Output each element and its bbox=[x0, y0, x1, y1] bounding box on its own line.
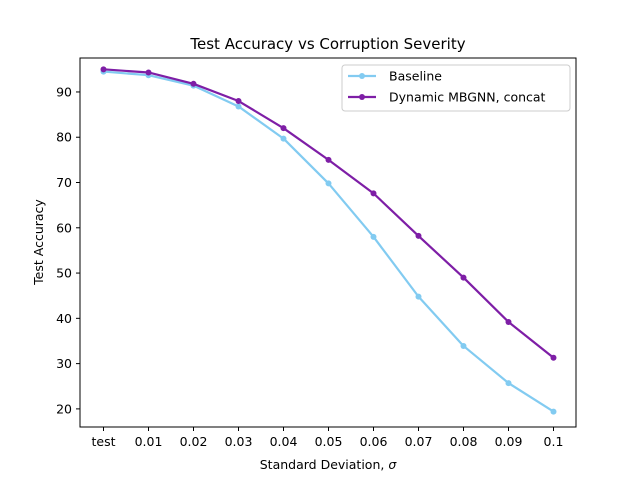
series-2-point bbox=[100, 66, 107, 73]
y-tick-label: 80 bbox=[56, 130, 72, 145]
x-tick-label: 0.04 bbox=[270, 434, 298, 449]
legend-label-2: Dynamic MBGNN, concat bbox=[389, 90, 546, 105]
series-2-point bbox=[325, 156, 332, 163]
x-tick-label: 0.08 bbox=[450, 434, 478, 449]
y-tick-label: 70 bbox=[56, 175, 72, 190]
x-tick-label: 0.09 bbox=[495, 434, 523, 449]
x-tick-label: 0.03 bbox=[225, 434, 253, 449]
x-axis-label: Standard Deviation, σ bbox=[260, 457, 398, 472]
series-1-point bbox=[325, 180, 332, 187]
x-tick-label: 0.01 bbox=[135, 434, 163, 449]
series-1-point bbox=[505, 380, 512, 387]
series-1-point bbox=[235, 103, 242, 110]
y-axis-label: Test Accuracy bbox=[31, 199, 46, 286]
legend-marker-2 bbox=[359, 94, 365, 100]
series-1-point bbox=[370, 233, 377, 240]
y-tick-label: 90 bbox=[56, 84, 72, 99]
x-axis-label-text: Standard Deviation, bbox=[260, 457, 389, 472]
series-2-point bbox=[460, 274, 467, 281]
x-tick-label: test bbox=[91, 434, 115, 449]
series-1-point bbox=[280, 135, 287, 142]
series-1-point bbox=[550, 408, 557, 415]
series-2-point bbox=[190, 80, 197, 87]
series-2-point bbox=[550, 354, 557, 361]
x-tick-label: 0.07 bbox=[405, 434, 433, 449]
x-axis-label-symbol: σ bbox=[388, 457, 397, 472]
x-tick-label: 0.02 bbox=[180, 434, 208, 449]
series-2-point bbox=[505, 318, 512, 325]
y-tick-label: 20 bbox=[56, 401, 72, 416]
x-tick-label: 0.1 bbox=[544, 434, 564, 449]
y-tick-label: 40 bbox=[56, 311, 72, 326]
legend-box bbox=[341, 64, 571, 112]
series-2-point bbox=[235, 98, 242, 105]
series-1-point bbox=[460, 342, 467, 349]
y-tick-label: 60 bbox=[56, 220, 72, 235]
legend-marker-1 bbox=[359, 73, 365, 79]
x-tick-label: 0.05 bbox=[315, 434, 343, 449]
series-2-point bbox=[370, 190, 377, 197]
series-2-point bbox=[145, 69, 152, 76]
series-2-point bbox=[280, 125, 287, 132]
plot-area: test 0.01 0.02 0.03 0.04 0.05 0.06 0.07 0.08 0.09… bbox=[56, 57, 577, 449]
x-tick-label: 0.06 bbox=[360, 434, 388, 449]
y-tick-label: 50 bbox=[56, 266, 72, 281]
legend-label-1: Baseline bbox=[389, 69, 442, 84]
y-tick-label: 30 bbox=[56, 356, 72, 371]
chart-title: Test Accuracy vs Corruption Severity bbox=[189, 35, 465, 53]
series-2-point bbox=[415, 232, 422, 239]
series-1-point bbox=[415, 293, 422, 300]
